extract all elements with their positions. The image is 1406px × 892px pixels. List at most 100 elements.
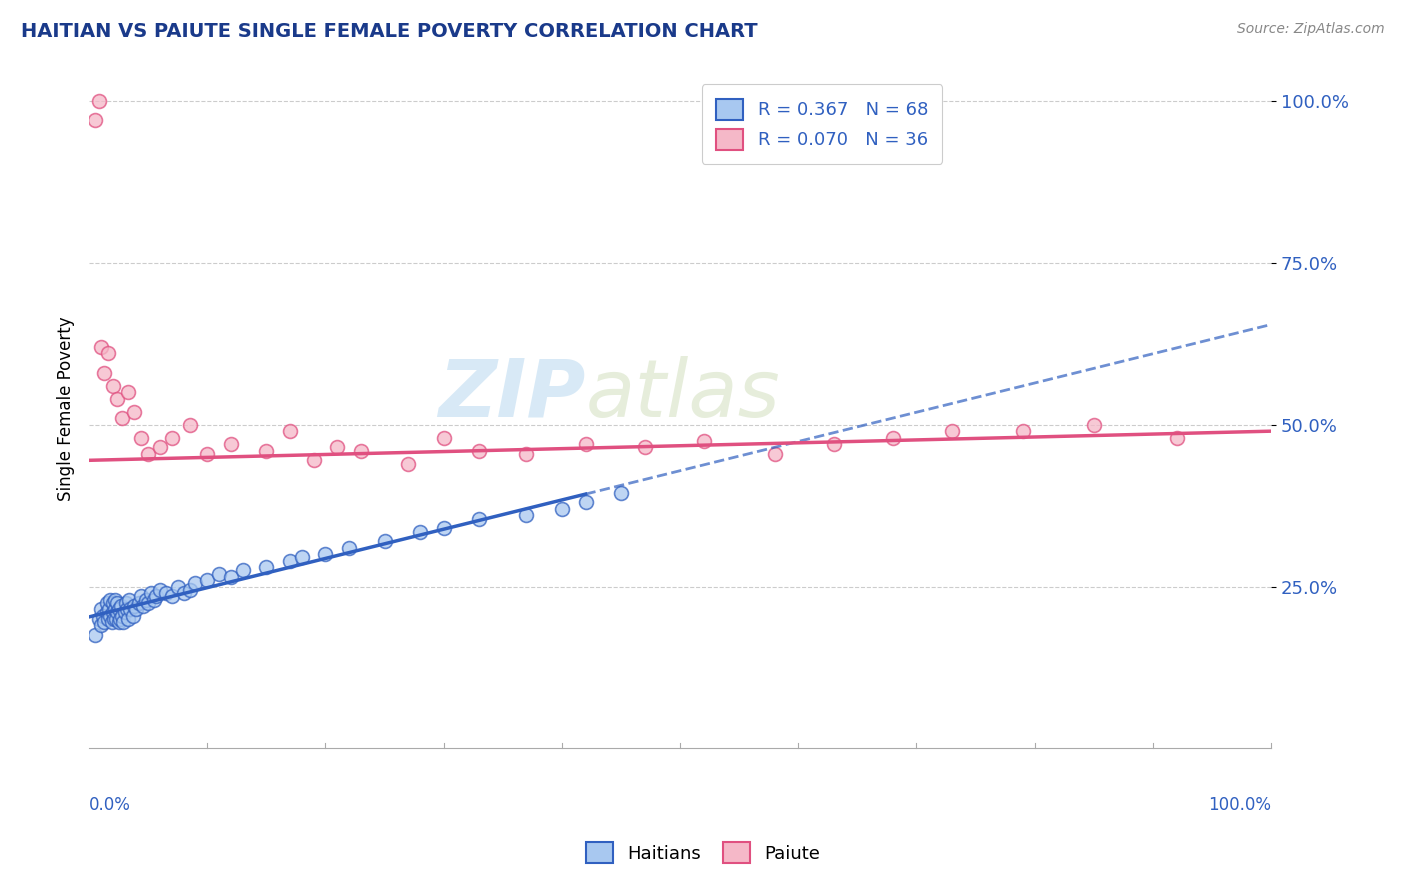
Point — [120, 602, 142, 616]
Point — [254, 560, 277, 574]
Point — [115, 602, 138, 616]
Point — [208, 566, 231, 581]
Point — [155, 586, 177, 600]
Point — [101, 606, 124, 620]
Point — [84, 628, 107, 642]
Point — [90, 602, 112, 616]
Point — [433, 521, 456, 535]
Point — [160, 589, 183, 603]
Point — [96, 606, 118, 620]
Point — [104, 602, 127, 616]
Text: HAITIAN VS PAIUTE SINGLE FEMALE POVERTY CORRELATION CHART: HAITIAN VS PAIUTE SINGLE FEMALE POVERTY … — [21, 22, 758, 41]
Point — [1083, 417, 1105, 432]
Point — [111, 411, 134, 425]
Point — [112, 615, 135, 630]
Point — [433, 431, 456, 445]
Point — [118, 592, 141, 607]
Point — [184, 576, 207, 591]
Point — [823, 437, 845, 451]
Point — [291, 550, 314, 565]
Point — [1012, 424, 1035, 438]
Point — [633, 441, 655, 455]
Point — [232, 563, 254, 577]
Point — [122, 405, 145, 419]
Point — [135, 592, 157, 607]
Point — [114, 606, 136, 620]
Point — [219, 570, 242, 584]
Point — [93, 615, 115, 630]
Point — [179, 582, 201, 597]
Point — [278, 554, 301, 568]
Point — [139, 586, 162, 600]
Point — [107, 615, 129, 630]
Point — [114, 596, 136, 610]
Point — [515, 447, 537, 461]
Point — [111, 608, 134, 623]
Point — [374, 534, 396, 549]
Point — [693, 434, 716, 448]
Text: atlas: atlas — [585, 356, 780, 434]
Point — [108, 612, 131, 626]
Point — [551, 501, 574, 516]
Point — [98, 602, 121, 616]
Point — [103, 612, 125, 626]
Point — [87, 94, 110, 108]
Point — [166, 580, 188, 594]
Point — [145, 589, 167, 603]
Point — [254, 443, 277, 458]
Point — [302, 453, 325, 467]
Legend: R = 0.367   N = 68, R = 0.070   N = 36: R = 0.367 N = 68, R = 0.070 N = 36 — [702, 85, 942, 164]
Point — [149, 441, 172, 455]
Point — [136, 596, 159, 610]
Point — [122, 599, 145, 613]
Point — [100, 615, 122, 630]
Text: 0.0%: 0.0% — [89, 796, 131, 814]
Point — [350, 443, 373, 458]
Point — [96, 596, 118, 610]
Point — [160, 431, 183, 445]
Point — [409, 524, 432, 539]
Point — [87, 612, 110, 626]
Point — [105, 612, 128, 626]
Point — [129, 431, 152, 445]
Point — [97, 346, 120, 360]
Point — [882, 431, 904, 445]
Point — [90, 340, 112, 354]
Point — [107, 392, 129, 406]
Point — [337, 541, 360, 555]
Point — [610, 485, 633, 500]
Legend: Haitians, Paiute: Haitians, Paiute — [576, 833, 830, 872]
Point — [98, 608, 121, 623]
Point — [173, 586, 195, 600]
Point — [128, 596, 150, 610]
Point — [101, 379, 124, 393]
Point — [101, 596, 124, 610]
Point — [396, 457, 419, 471]
Point — [107, 596, 129, 610]
Point — [93, 366, 115, 380]
Point — [149, 582, 172, 597]
Y-axis label: Single Female Poverty: Single Female Poverty — [58, 316, 75, 500]
Point — [121, 608, 143, 623]
Point — [763, 447, 786, 461]
Point — [107, 602, 129, 616]
Point — [90, 618, 112, 632]
Point — [326, 441, 349, 455]
Point — [129, 589, 152, 603]
Point — [98, 592, 121, 607]
Point — [468, 443, 491, 458]
Point — [97, 612, 120, 626]
Point — [515, 508, 537, 523]
Point — [107, 606, 129, 620]
Text: Source: ZipAtlas.com: Source: ZipAtlas.com — [1237, 22, 1385, 37]
Point — [314, 547, 336, 561]
Text: ZIP: ZIP — [439, 356, 585, 434]
Point — [574, 437, 596, 451]
Point — [278, 424, 301, 438]
Point — [104, 592, 127, 607]
Point — [143, 592, 166, 607]
Point — [179, 417, 201, 432]
Point — [195, 573, 218, 587]
Point — [91, 608, 114, 623]
Point — [941, 424, 963, 438]
